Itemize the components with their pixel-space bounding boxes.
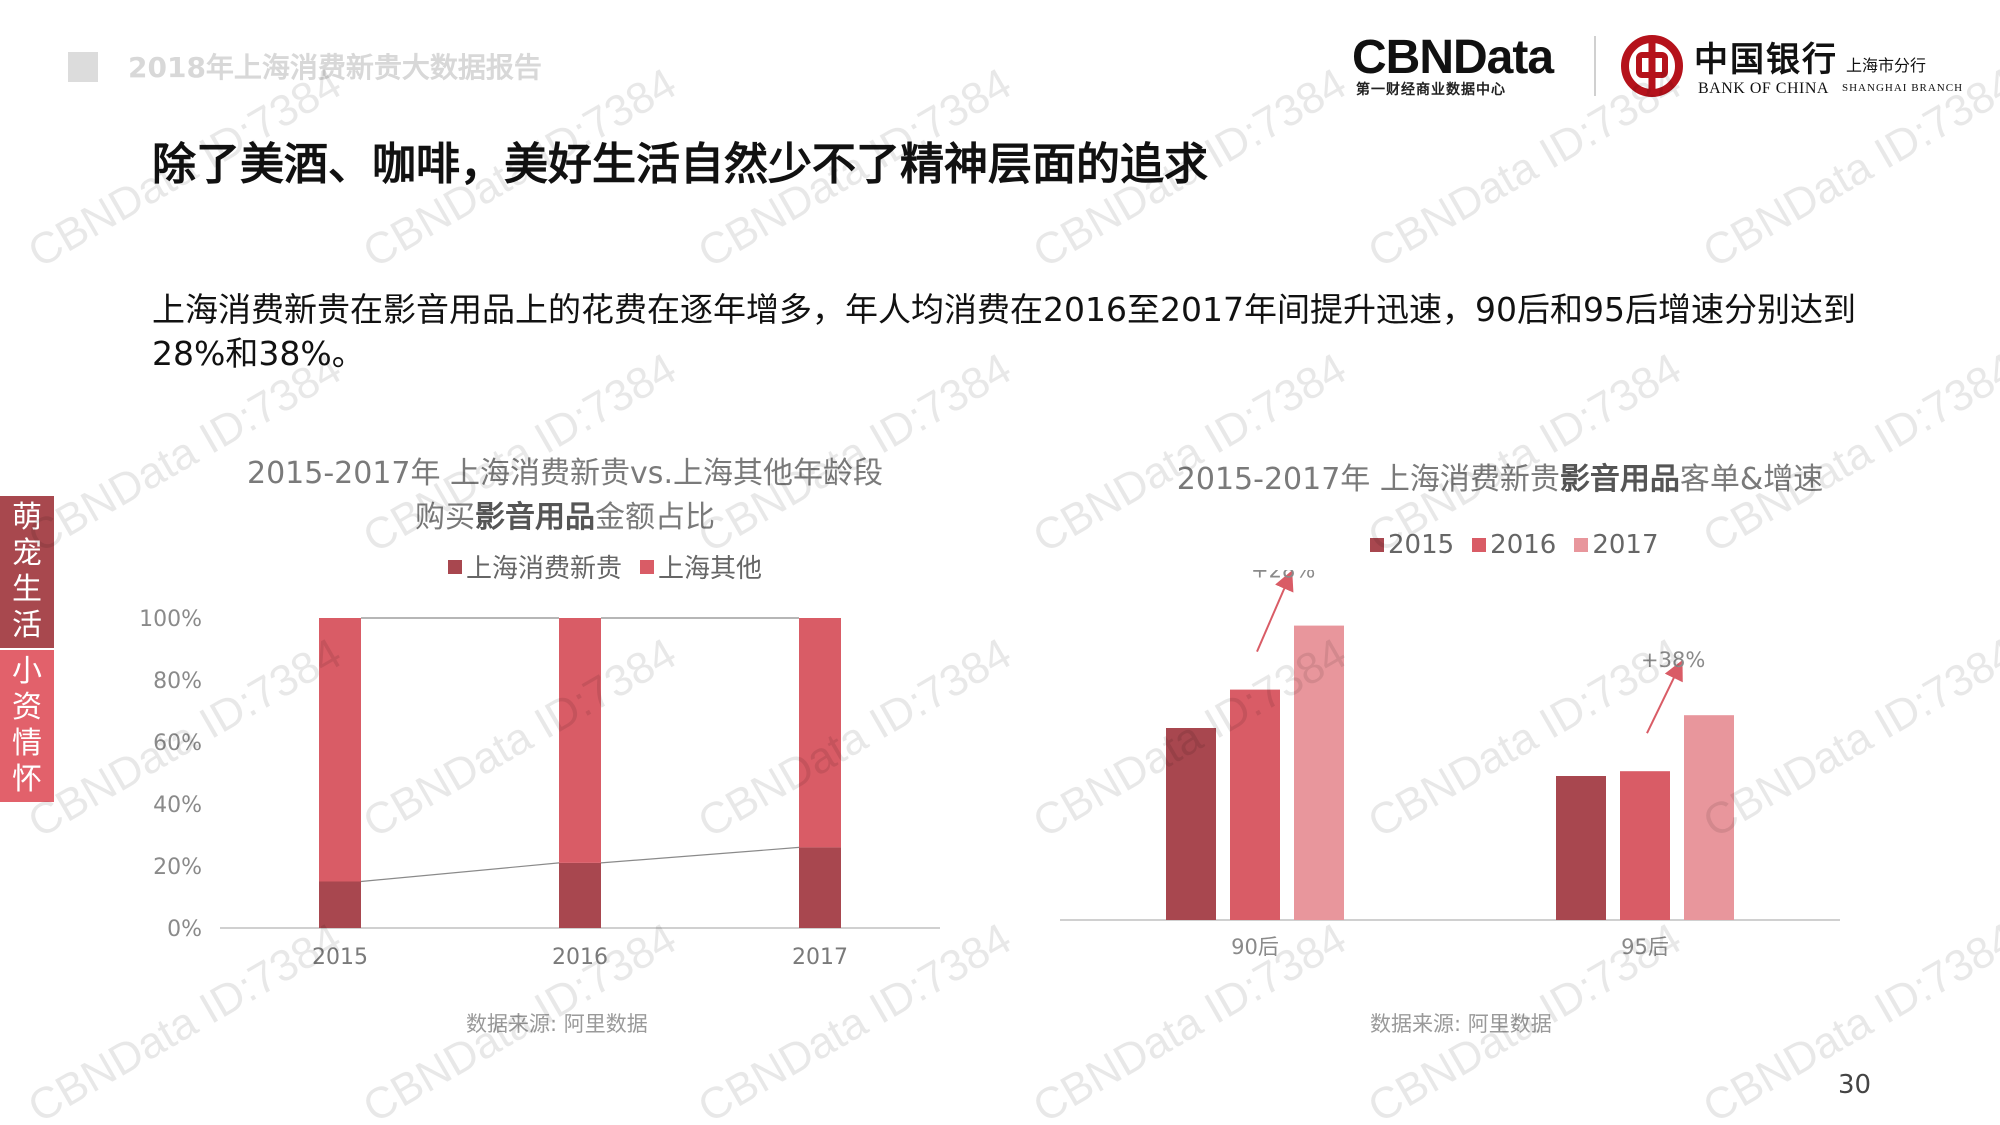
growth-arrow — [1256, 570, 1294, 652]
series-line-new-rich — [600, 846, 800, 864]
bank-of-china-icon — [1621, 35, 1683, 97]
report-title: 2018年上海消费新贵大数据报告 — [128, 51, 542, 84]
legend-item-shanghai-new-rich: 上海消费新贵 — [448, 548, 622, 585]
y-tick-label: 0% — [167, 917, 202, 942]
x-tick-label: 2015 — [312, 945, 368, 970]
page-title: 除了美酒、咖啡，美好生活自然少不了精神层面的追求 — [152, 139, 1208, 190]
side-category-tab: 萌 宠 生 活 小 资 情 怀 — [0, 496, 54, 802]
legend-item-2016: 2016 — [1472, 530, 1556, 560]
description-text: 上海消费新贵在影音用品上的花费在逐年增多，年人均消费在2016至2017年间提升… — [152, 290, 1856, 373]
bar-2016-series-1 — [559, 618, 601, 863]
legend-item-2015: 2015 — [1370, 530, 1454, 560]
bar-90后-2016 — [1230, 689, 1280, 920]
y-tick-label: 20% — [153, 855, 202, 880]
bank-of-china-name-en: BANK OF CHINA — [1698, 80, 1829, 97]
bar-95后-2016 — [1620, 771, 1670, 920]
growth-arrow — [1646, 660, 1683, 734]
chart1-legend: 上海消费新贵 上海其他 — [448, 548, 762, 585]
bank-of-china-name-cn: 中国银行 — [1694, 40, 1838, 80]
y-tick-label: 100% — [139, 607, 202, 632]
chart1-stacked-bar: 0% 20% 40% 60% 80% 100% 2015 2016 2017 — [139, 607, 940, 970]
bar-90后-2017 — [1294, 625, 1344, 920]
x-tick-label: 95后 — [1621, 935, 1669, 959]
bar-2015-series-1 — [319, 618, 361, 882]
chart1-source: 数据来源: 阿里数据 — [466, 1012, 648, 1036]
chart1-title: 2015-2017年 上海消费新贵vs.上海其他年龄段 购买影音用品金额占比 — [247, 456, 883, 535]
cbndata-logo: CBNData — [1352, 31, 1554, 84]
bar-90后-2015 — [1166, 728, 1216, 920]
x-tick-label: 2016 — [552, 945, 608, 970]
bar-95后-2017 — [1684, 715, 1734, 920]
cbndata-logo-subtitle: 第一财经商业数据中心 — [1356, 82, 1506, 98]
logo-divider — [1594, 36, 1596, 96]
bar-2017-series-0 — [799, 847, 841, 928]
side-tab-pet-life[interactable]: 萌 宠 生 活 — [0, 496, 54, 648]
bar-95后-2015 — [1556, 776, 1606, 920]
bank-branch-en: SHANGHAI BRANCH — [1842, 82, 1964, 94]
bar-2015-series-0 — [319, 881, 361, 928]
x-tick-label: 2017 — [792, 945, 848, 970]
bank-branch-cn: 上海市分行 — [1846, 56, 1927, 75]
legend-item-shanghai-other: 上海其他 — [640, 548, 762, 585]
y-tick-label: 40% — [153, 793, 202, 818]
page-number: 30 — [1838, 1070, 1872, 1100]
chart2-grouped-bar: 90后 +28% 95后 +38% — [1060, 570, 1840, 959]
series-line-new-rich — [360, 862, 560, 883]
side-tab-petty-bourgeois[interactable]: 小 资 情 怀 — [0, 650, 54, 802]
growth-annotation: +38% — [1641, 648, 1705, 672]
y-tick-label: 80% — [153, 669, 202, 694]
chart2-legend: 2015 2016 2017 — [1370, 530, 1659, 560]
bar-2016-series-0 — [559, 862, 601, 928]
chart2-source: 数据来源: 阿里数据 — [1370, 1012, 1552, 1036]
chart2-title: 2015-2017年 上海消费新贵影音用品客单&增速 — [1176, 462, 1824, 497]
header-square-decoration — [68, 52, 98, 82]
x-tick-label: 90后 — [1231, 935, 1279, 959]
legend-item-2017: 2017 — [1574, 530, 1659, 560]
y-tick-label: 60% — [153, 731, 202, 756]
growth-annotation: +28% — [1251, 570, 1315, 583]
bar-2017-series-1 — [799, 618, 841, 848]
